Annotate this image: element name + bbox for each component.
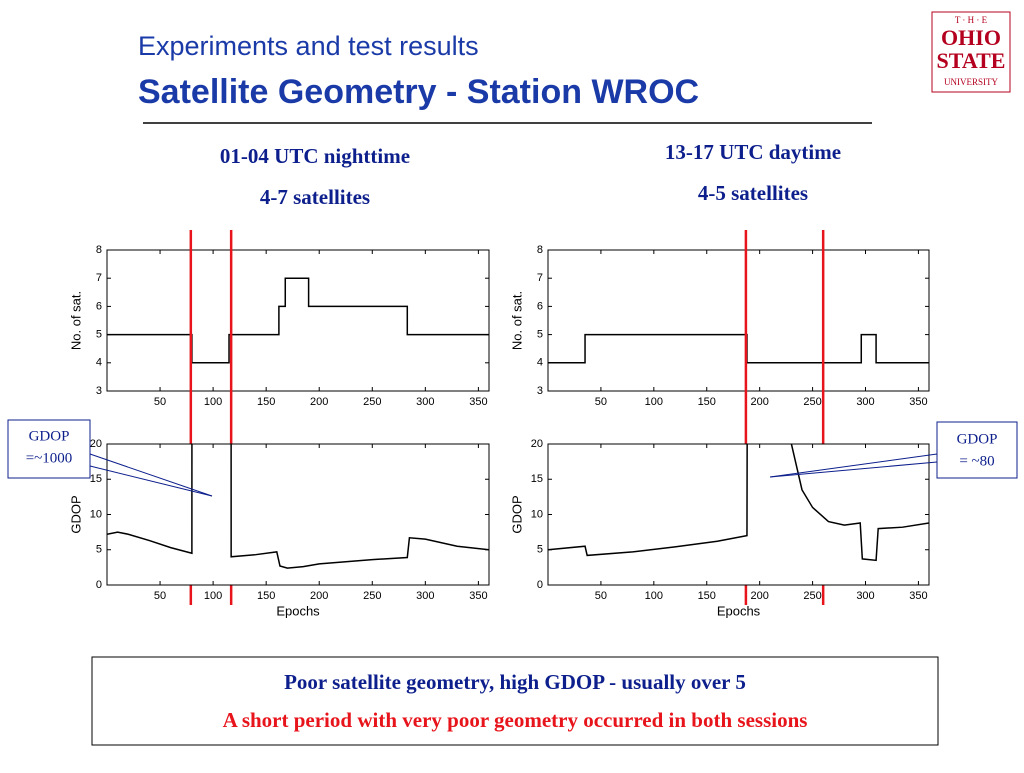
y-tick-label: 10 bbox=[90, 508, 102, 520]
y-tick-label: 3 bbox=[537, 385, 543, 397]
y-tick-label: 5 bbox=[96, 544, 102, 556]
x-tick-label: 200 bbox=[750, 396, 768, 408]
x-tick-label: 100 bbox=[204, 396, 222, 408]
y-tick-label: 8 bbox=[96, 244, 102, 256]
y-tick-label: 6 bbox=[537, 300, 543, 312]
plot-area bbox=[106, 443, 490, 586]
x-tick-label: 250 bbox=[363, 396, 381, 408]
pointer bbox=[769, 453, 938, 478]
y-tick-label: 4 bbox=[96, 357, 102, 369]
data-line bbox=[107, 444, 489, 569]
annotation-box bbox=[936, 421, 1018, 479]
y-tick-label: 3 bbox=[96, 385, 102, 397]
y-axis-label: GDOP bbox=[68, 495, 83, 533]
annotation-text: GDOP bbox=[957, 431, 998, 447]
logo-text: T · H · E bbox=[955, 15, 988, 25]
footer-text: Poor satellite geometry, high GDOP - usu… bbox=[284, 670, 746, 694]
slide-subtitle: Satellite Geometry - Station WROC bbox=[138, 73, 699, 111]
x-axis-label: Epochs bbox=[276, 603, 320, 618]
y-tick-label: 5 bbox=[96, 329, 102, 341]
y-tick-label: 10 bbox=[531, 508, 543, 520]
x-tick-label: 50 bbox=[154, 590, 166, 602]
plot-area bbox=[547, 443, 930, 586]
y-tick-label: 20 bbox=[531, 438, 543, 450]
annotation-box bbox=[7, 419, 91, 479]
session-subtitle: 4-7 satellites bbox=[260, 185, 370, 209]
x-tick-label: 250 bbox=[803, 396, 821, 408]
y-tick-label: 5 bbox=[537, 544, 543, 556]
annotation-text: GDOP bbox=[29, 428, 70, 444]
plot-area bbox=[106, 249, 490, 392]
x-tick-label: 150 bbox=[698, 396, 716, 408]
footer-box bbox=[91, 656, 939, 746]
y-tick-label: 7 bbox=[96, 272, 102, 284]
footer-text: A short period with very poor geometry o… bbox=[223, 708, 808, 732]
data-line bbox=[548, 444, 929, 562]
y-tick-label: 4 bbox=[537, 357, 543, 369]
x-tick-label: 100 bbox=[645, 590, 663, 602]
x-tick-label: 100 bbox=[204, 590, 222, 602]
x-tick-label: 200 bbox=[310, 590, 328, 602]
logo-text: OHIO bbox=[941, 25, 1001, 50]
session-title: 13-17 UTC daytime bbox=[665, 140, 841, 164]
logo: T · H · E OHIO STATE UNIVERSITY bbox=[931, 11, 1011, 93]
x-tick-label: 200 bbox=[750, 590, 768, 602]
y-tick-label: 5 bbox=[537, 329, 543, 341]
annotation: GDOP = ~80 bbox=[769, 421, 1018, 479]
x-tick-label: 100 bbox=[645, 396, 663, 408]
session-subtitle: 4-5 satellites bbox=[698, 181, 808, 205]
logo-frame bbox=[931, 11, 1011, 93]
pointer bbox=[89, 453, 213, 497]
x-tick-label: 150 bbox=[698, 590, 716, 602]
y-tick-label: 6 bbox=[96, 300, 102, 312]
annotation: GDOP =~1000 bbox=[7, 419, 213, 497]
x-tick-label: 300 bbox=[856, 590, 874, 602]
slide-title: Experiments and test results bbox=[138, 31, 479, 61]
data-line bbox=[107, 277, 489, 364]
x-tick-label: 300 bbox=[416, 396, 434, 408]
y-axis-label: No. of sat. bbox=[509, 291, 524, 350]
y-tick-label: 8 bbox=[537, 244, 543, 256]
plot-area bbox=[547, 249, 930, 392]
x-tick-label: 350 bbox=[469, 396, 487, 408]
x-tick-label: 150 bbox=[257, 396, 275, 408]
data-line bbox=[548, 333, 929, 364]
y-tick-label: 20 bbox=[90, 438, 102, 450]
y-tick-label: 0 bbox=[96, 579, 102, 591]
y-tick-label: 7 bbox=[537, 272, 543, 284]
x-tick-label: 350 bbox=[909, 396, 927, 408]
x-axis-label: Epochs bbox=[717, 603, 761, 618]
x-tick-label: 350 bbox=[909, 590, 927, 602]
y-axis-label: No. of sat. bbox=[68, 291, 83, 350]
x-tick-label: 300 bbox=[856, 396, 874, 408]
x-tick-label: 50 bbox=[154, 396, 166, 408]
y-tick-label: 0 bbox=[537, 579, 543, 591]
x-tick-label: 350 bbox=[469, 590, 487, 602]
y-axis-label: GDOP bbox=[509, 495, 524, 533]
annotation-text: =~1000 bbox=[26, 450, 73, 466]
logo-text: UNIVERSITY bbox=[944, 77, 998, 87]
pointer bbox=[89, 465, 213, 497]
annotation-text: = ~80 bbox=[959, 453, 994, 469]
x-tick-label: 50 bbox=[595, 590, 607, 602]
y-tick-label: 15 bbox=[531, 473, 543, 485]
y-tick-label: 15 bbox=[90, 473, 102, 485]
x-tick-label: 50 bbox=[595, 396, 607, 408]
x-tick-label: 300 bbox=[416, 590, 434, 602]
logo-text: STATE bbox=[937, 48, 1006, 73]
x-tick-label: 200 bbox=[310, 396, 328, 408]
x-tick-label: 150 bbox=[257, 590, 275, 602]
x-tick-label: 250 bbox=[803, 590, 821, 602]
x-tick-label: 250 bbox=[363, 590, 381, 602]
session-title: 01-04 UTC nighttime bbox=[220, 144, 410, 168]
pointer bbox=[769, 461, 938, 478]
